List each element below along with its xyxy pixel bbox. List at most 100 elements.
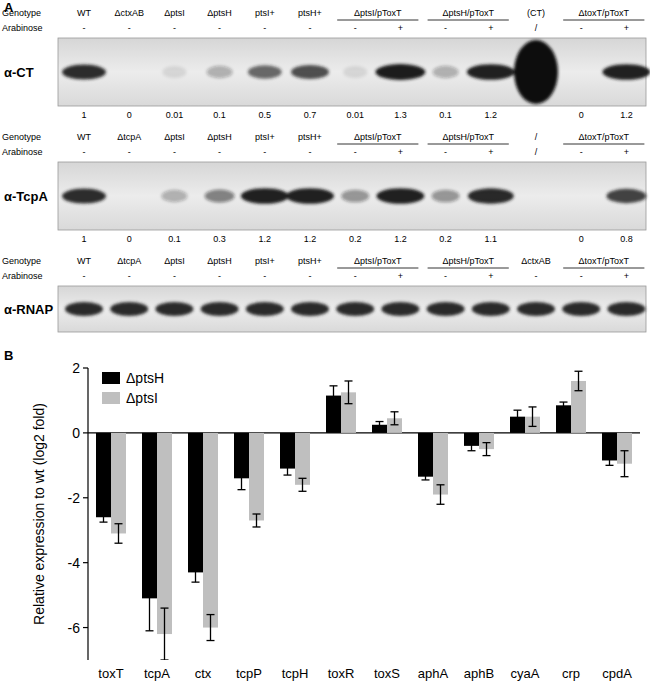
arabinose: - [83, 271, 86, 281]
row-label: Genotype [2, 256, 41, 266]
arabinose: - [128, 271, 131, 281]
error-bar [146, 566, 154, 631]
error-line [302, 478, 303, 491]
error-cap [529, 406, 537, 407]
error-bar [115, 524, 123, 543]
error-cap [345, 380, 353, 381]
span-line [563, 268, 644, 269]
x-tick-label: aphA [418, 666, 449, 681]
quantification: 0.01 [166, 110, 184, 120]
genotype: ΔtcpA [117, 256, 141, 266]
error-cap [253, 513, 261, 514]
arabinose: + [488, 23, 493, 33]
error-line [241, 467, 242, 490]
error-line [164, 608, 165, 660]
x-tick-label: crp [562, 666, 580, 681]
error-cap [514, 423, 522, 424]
row-label: Arabinose [2, 23, 43, 33]
error-bar [575, 371, 583, 390]
error-cap [437, 484, 445, 485]
quantification: 1 [81, 234, 86, 244]
band [286, 188, 334, 204]
genotype: ΔptsI/pToxT [354, 256, 402, 266]
legend-swatch [102, 392, 120, 404]
error-cap [514, 410, 522, 411]
error-cap [468, 440, 476, 441]
error-cap [161, 659, 169, 660]
arabinose: - [218, 271, 221, 281]
arabinose: - [309, 23, 312, 33]
bar [96, 433, 111, 517]
x-tick-label: tcpH [282, 666, 309, 681]
error-line [379, 422, 380, 428]
error-cap [621, 450, 629, 451]
y-tick-label: -2 [68, 490, 81, 506]
quantification: 0 [579, 234, 584, 244]
arabinose: - [83, 147, 86, 157]
genotype: ptsH+ [298, 8, 322, 18]
error-cap [483, 442, 491, 443]
y-tick [83, 497, 88, 498]
error-line [563, 402, 564, 408]
y-tick [83, 627, 88, 628]
arabinose: - [580, 271, 583, 281]
genotype: ptsH+ [298, 256, 322, 266]
error-bar [345, 381, 353, 404]
error-bar [376, 422, 384, 428]
y-tick [83, 432, 88, 433]
y-axis [87, 368, 88, 660]
quantification: 1 [81, 110, 86, 120]
genotype: ptsI+ [255, 132, 275, 142]
arabinose: - [354, 271, 357, 281]
error-bar [161, 608, 169, 660]
error-cap [207, 614, 215, 615]
span-line [337, 144, 418, 145]
span-line [563, 144, 644, 145]
genotype: ΔptsI [164, 256, 185, 266]
band [607, 302, 645, 316]
arabinose: - [263, 147, 266, 157]
error-line [394, 412, 395, 425]
arabinose: + [624, 147, 629, 157]
bar [203, 433, 218, 628]
bar [188, 433, 203, 573]
error-cap [146, 565, 154, 566]
band [241, 188, 289, 204]
error-line [624, 451, 625, 477]
arabinose: / [535, 23, 538, 33]
error-cap [483, 455, 491, 456]
error-bar [560, 402, 568, 408]
error-cap [330, 405, 338, 406]
band [205, 190, 235, 203]
error-cap [146, 630, 154, 631]
error-line [532, 407, 533, 426]
error-line [103, 512, 104, 522]
band [110, 302, 148, 316]
legend-swatch [102, 372, 120, 384]
x-tick-label: toxT [98, 666, 123, 681]
error-line [471, 441, 472, 451]
band [65, 302, 103, 316]
genotype: ΔtoxT/pToxT [579, 132, 630, 142]
error-cap [115, 523, 123, 524]
genotype: ΔptsH [207, 256, 232, 266]
error-cap [391, 411, 399, 412]
quantification: 1.2 [620, 110, 633, 120]
x-tick-label: toxR [328, 666, 355, 681]
error-cap [621, 476, 629, 477]
error-cap [299, 478, 307, 479]
bar [157, 433, 172, 634]
y-tick-label: 2 [72, 360, 80, 376]
arabinose: - [354, 147, 357, 157]
y-tick-label: -4 [68, 555, 81, 571]
membrane [58, 38, 646, 106]
error-line [195, 563, 196, 582]
band [375, 64, 425, 80]
genotype: ptsI+ [255, 256, 275, 266]
arabinose: - [218, 23, 221, 33]
error-bar [437, 485, 445, 504]
figure: AGenotypeArabinoseWTΔctxABΔptsIΔptsHptsI… [0, 0, 650, 696]
error-line [256, 514, 257, 527]
genotype: WT [77, 256, 91, 266]
band [62, 65, 106, 80]
